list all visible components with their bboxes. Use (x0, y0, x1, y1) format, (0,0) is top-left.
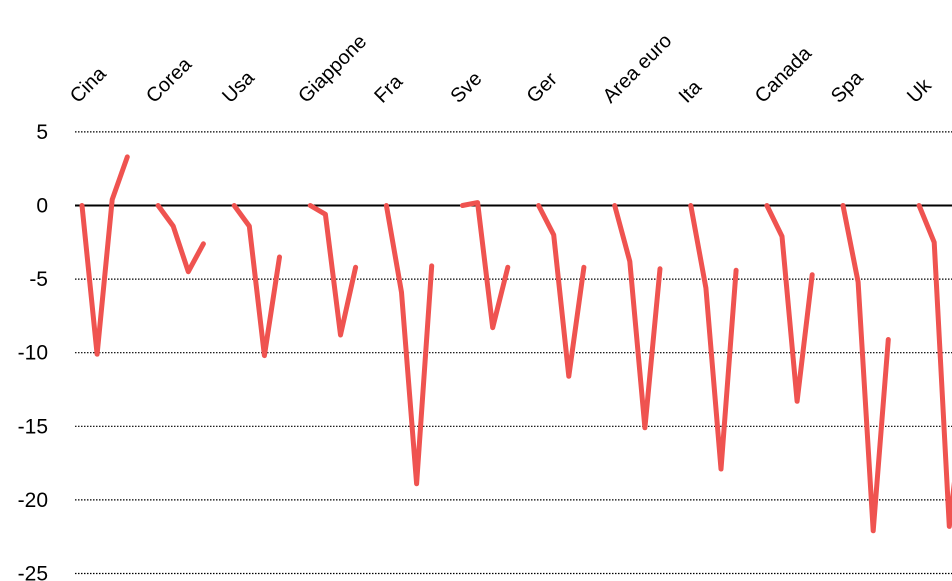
category-label: Fra (370, 70, 407, 107)
grid-lines (75, 131, 952, 575)
y-tick-label: -20 (18, 489, 48, 512)
series-line-ita (688, 203, 739, 472)
y-tick-label: -10 (18, 342, 48, 365)
category-labels: Cina Corea Usa Giappone Fra Sve Ger Area euroIt… (66, 30, 937, 108)
series-line-giappone (307, 203, 359, 338)
series-line-usa (231, 203, 282, 359)
series-line-canada (764, 203, 815, 404)
category-label: Area euro (599, 30, 677, 108)
category-label: Giappone (294, 31, 371, 108)
y-tick-label: 5 (36, 121, 48, 144)
y-tick-label: -5 (29, 268, 48, 291)
category-label: Ita (675, 76, 707, 108)
series-line-uk (916, 203, 952, 529)
category-label: Cina (66, 62, 111, 107)
series-line-area-euro (612, 203, 663, 431)
category-label: Uk (903, 74, 937, 108)
series-line-sve (460, 200, 511, 331)
series-line-ger (536, 203, 587, 379)
series-lines (79, 154, 952, 534)
category-label: Spa (827, 66, 868, 107)
category-label: Ger (523, 68, 562, 107)
y-tick-label: 0 (36, 195, 48, 218)
series-line-spa (840, 203, 891, 534)
category-label: Canada (751, 42, 817, 108)
series-line-corea (155, 203, 206, 275)
series-line-fra (383, 203, 435, 487)
category-label: Usa (218, 66, 259, 107)
series-line-cina (79, 154, 130, 357)
category-label: Corea (142, 53, 197, 108)
category-label: Sve (446, 68, 486, 108)
y-tick-label: -25 (18, 563, 48, 581)
y-tick-label: -15 (18, 415, 48, 438)
y-axis-tick-labels: 5 0 -5 -10 -15 -20 -25 (18, 121, 48, 581)
